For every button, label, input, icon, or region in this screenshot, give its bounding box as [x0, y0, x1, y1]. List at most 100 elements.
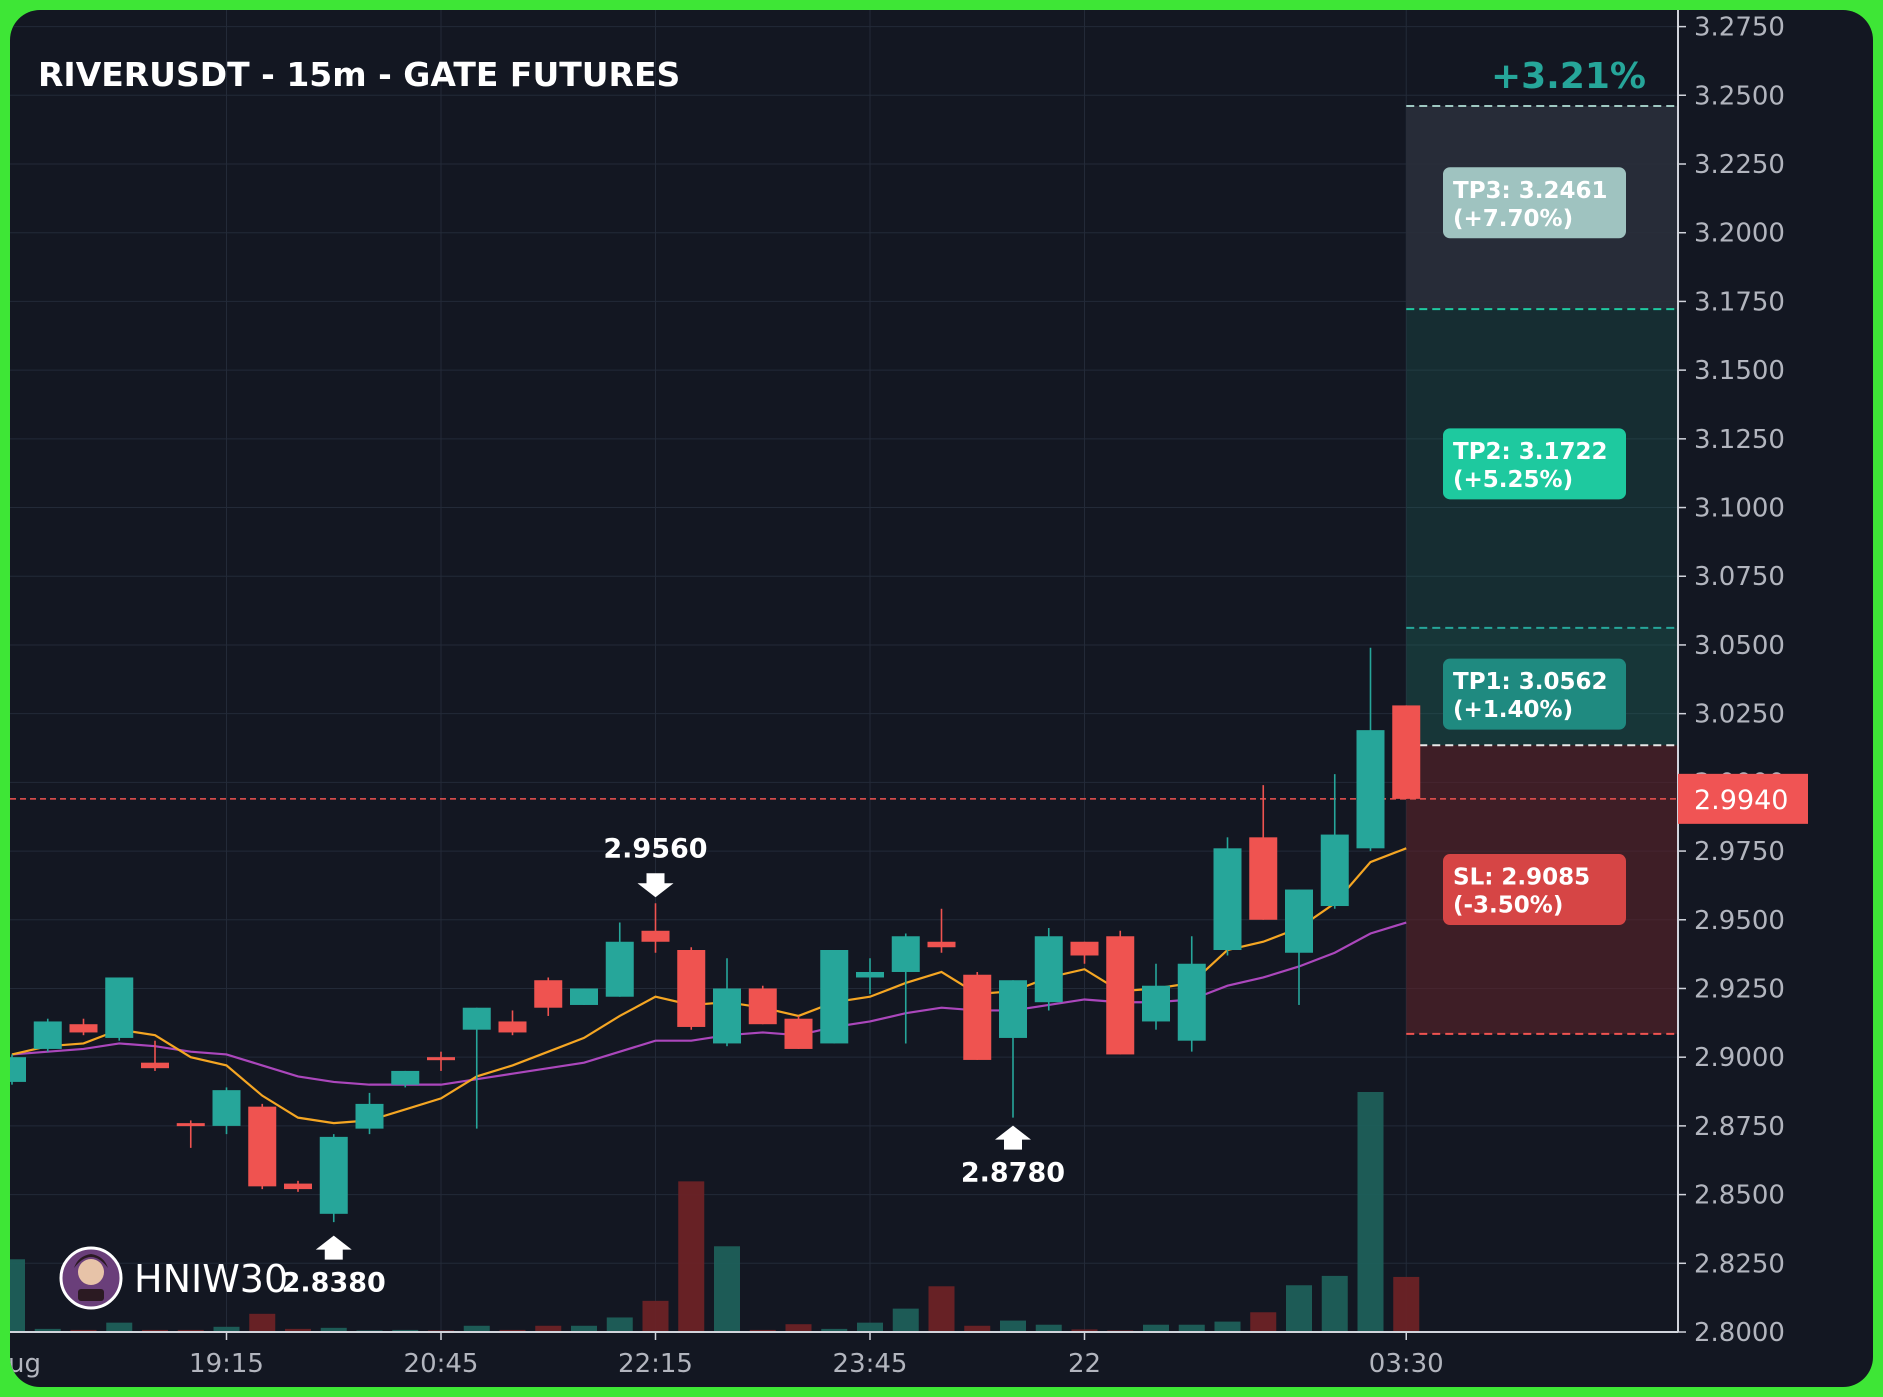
time-tick-label: 22:15 [618, 1349, 693, 1379]
grid [10, 10, 1677, 1333]
candle-body [212, 1090, 241, 1126]
candle[interactable] [355, 1092, 384, 1135]
candle[interactable] [69, 1018, 98, 1036]
candle[interactable] [462, 1007, 491, 1129]
candle-body [1070, 941, 1099, 956]
candle-body [248, 1106, 277, 1187]
avatar-body-icon [78, 1289, 104, 1301]
candle[interactable] [1106, 930, 1135, 1055]
price-tick-label: 3.0500 [1694, 631, 1785, 661]
candle[interactable] [248, 1103, 277, 1190]
candle-body [1320, 834, 1349, 907]
tp2-pct: (+5.25%) [1453, 467, 1573, 493]
tp3-label: TP3: 3.2461 [1453, 178, 1608, 204]
candle[interactable] [1320, 774, 1349, 909]
current-price-bg [1678, 773, 1808, 824]
sl-badge-bg [1443, 854, 1626, 926]
volume-bar [106, 1322, 133, 1332]
candle-body [927, 941, 956, 948]
candle[interactable] [1034, 928, 1063, 1011]
candle[interactable] [570, 988, 598, 1005]
volume-bar [1250, 1312, 1277, 1332]
candle[interactable] [605, 922, 634, 997]
volume-bars [10, 1092, 1420, 1332]
candle[interactable] [33, 1018, 62, 1052]
candle-body [1356, 730, 1385, 849]
tp1-label: TP1: 3.0562 [1453, 669, 1608, 695]
candle[interactable] [927, 908, 956, 953]
candle-body [963, 974, 992, 1060]
volume-bar [320, 1327, 347, 1332]
candle[interactable] [1070, 941, 1099, 964]
candle[interactable] [1285, 889, 1313, 1005]
candle-body [284, 1183, 312, 1190]
time-tick-label: 19:15 [189, 1349, 264, 1379]
candle[interactable] [963, 971, 992, 1060]
volume-bar [1286, 1285, 1312, 1332]
volume-bar [535, 1325, 562, 1332]
tp3-badge-bg [1443, 167, 1626, 239]
candle-body [856, 971, 884, 978]
candle[interactable] [677, 947, 706, 1030]
candle[interactable] [1392, 705, 1421, 799]
time-tick-label-edge: ug [10, 1349, 41, 1379]
candle-body [534, 980, 563, 1008]
candle[interactable] [784, 1015, 813, 1049]
volume-bar [1393, 1276, 1420, 1332]
price-tick-label: 3.1500 [1694, 356, 1785, 386]
candle[interactable] [284, 1180, 312, 1192]
candle-body [570, 988, 598, 1005]
candle[interactable] [534, 977, 563, 1016]
candle-body [784, 1018, 813, 1049]
avatar-face-icon [78, 1259, 104, 1285]
tp2-badge-bg [1443, 428, 1626, 500]
candle-body [748, 988, 777, 1025]
volume-bar [1321, 1275, 1348, 1332]
price-tick-label: 3.1750 [1694, 287, 1785, 317]
candle[interactable] [713, 958, 741, 1047]
pivot-labels: 2.8380 2.9560 2.8780 [282, 833, 1065, 1298]
candle[interactable] [427, 1051, 455, 1071]
candle[interactable] [1177, 936, 1206, 1052]
price-tick-label: 2.9000 [1694, 1043, 1785, 1073]
candle[interactable] [999, 980, 1027, 1118]
candle[interactable] [891, 933, 920, 1044]
volume-bar [463, 1325, 490, 1332]
volume-bar [1357, 1092, 1384, 1332]
volume-bar [1071, 1329, 1098, 1332]
volume-bar [70, 1329, 97, 1332]
candle-body [713, 988, 741, 1044]
candle-body [1034, 936, 1063, 1003]
pivot-value: 2.9560 [603, 833, 707, 864]
tp1-badge: TP1: 3.0562(+1.40%) [1443, 658, 1626, 730]
candlestick-chart[interactable]: 2.8380 2.9560 2.8780 TP3: 3.2461(+7.70%) TP2… [10, 10, 1873, 1387]
candle[interactable] [1249, 785, 1278, 920]
candle[interactable] [820, 949, 849, 1044]
price-tick-label: 2.9500 [1694, 906, 1785, 936]
candle[interactable] [1142, 963, 1170, 1030]
pivot-value: 2.8380 [282, 1268, 386, 1299]
ema-fast-line [11, 847, 1407, 1125]
candle-body [427, 1057, 455, 1061]
candle[interactable] [391, 1070, 420, 1088]
candle[interactable] [105, 977, 134, 1041]
ema-slow-line [11, 921, 1407, 1086]
sl-pct: (-3.50%) [1453, 893, 1563, 919]
candle[interactable] [641, 903, 670, 953]
candle-body [105, 977, 134, 1038]
volume-bar [714, 1246, 740, 1332]
candle[interactable] [498, 1010, 527, 1036]
candle[interactable] [212, 1087, 241, 1135]
candle-body [1106, 936, 1135, 1055]
tp3-badge: TP3: 3.2461(+7.70%) [1443, 167, 1626, 239]
candle[interactable] [856, 958, 884, 994]
price-tick-label: 3.2750 [1694, 13, 1785, 43]
candle[interactable] [319, 1134, 348, 1223]
candle[interactable] [1213, 837, 1242, 956]
candle[interactable] [1356, 647, 1385, 852]
candle[interactable] [176, 1120, 205, 1148]
price-tick-label: 3.1250 [1694, 425, 1785, 455]
candle[interactable] [141, 1040, 169, 1071]
candle[interactable] [10, 1054, 26, 1085]
candle[interactable] [748, 985, 777, 1025]
